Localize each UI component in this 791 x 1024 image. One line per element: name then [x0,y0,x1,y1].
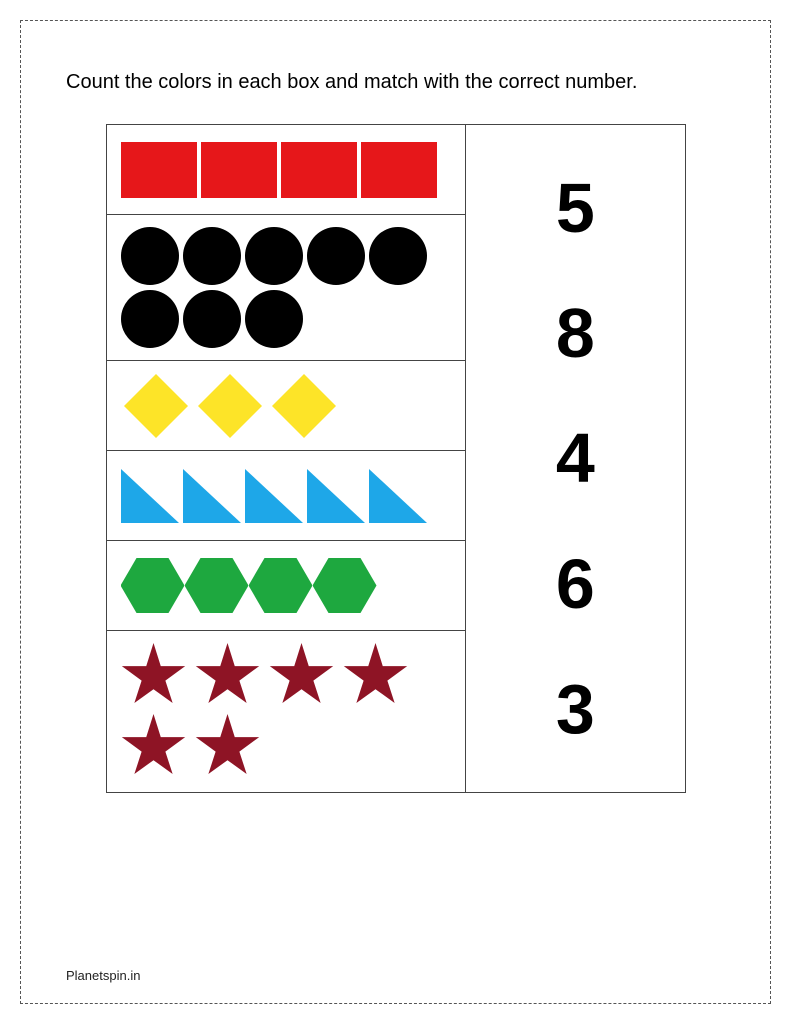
number-label-5: 5 [556,173,595,243]
shape-line [121,714,452,780]
shape-box-diamond [107,361,466,451]
circle-icon [307,227,365,285]
triangle-icon [245,469,303,523]
shape-box-rectangle [107,125,466,215]
star-icon [269,643,335,709]
shape-line [121,290,452,348]
rectangle-icon [281,142,357,198]
number-label-3: 3 [556,674,595,744]
triangle-icon [369,469,427,523]
shape-box-triangle [107,451,466,541]
worksheet-table: 5 8 4 6 3 [106,124,686,793]
shape-box-hexagon [107,541,466,631]
triangle-icon [307,469,365,523]
hexagon-icon [121,558,185,613]
star-icon [121,643,187,709]
circle-icon [121,290,179,348]
star-icon [121,714,187,780]
triangle-icon [121,469,179,523]
rectangle-icon [201,142,277,198]
shape-line [121,558,452,613]
shape-box-star [107,631,466,792]
shape-box-circle [107,215,466,361]
circle-icon [121,227,179,285]
rectangle-icon [361,142,437,198]
star-icon [195,643,261,709]
diamond-icon [272,374,336,438]
circle-icon [183,290,241,348]
hexagon-icon [249,558,313,613]
hexagon-icon [185,558,249,613]
rectangle-icon [121,142,197,198]
hexagon-icon [313,558,377,613]
number-label-8: 8 [556,298,595,368]
star-icon [195,714,261,780]
footer-credit: Planetspin.in [66,968,140,983]
number-label-4: 4 [556,423,595,493]
page-border: Count the colors in each box and match w… [20,20,771,1004]
circle-icon [245,227,303,285]
star-icon [343,643,409,709]
numbers-column: 5 8 4 6 3 [465,125,684,792]
instruction-text: Count the colors in each box and match w… [66,71,725,94]
circle-icon [245,290,303,348]
shape-line [121,227,452,285]
diamond-icon [124,374,188,438]
shape-line [121,643,452,709]
number-label-6: 6 [556,549,595,619]
shape-line [121,142,452,198]
triangle-icon [183,469,241,523]
shape-line [121,469,452,523]
circle-icon [183,227,241,285]
shapes-column [107,125,466,792]
diamond-icon [198,374,262,438]
shape-line [121,377,452,435]
circle-icon [369,227,427,285]
